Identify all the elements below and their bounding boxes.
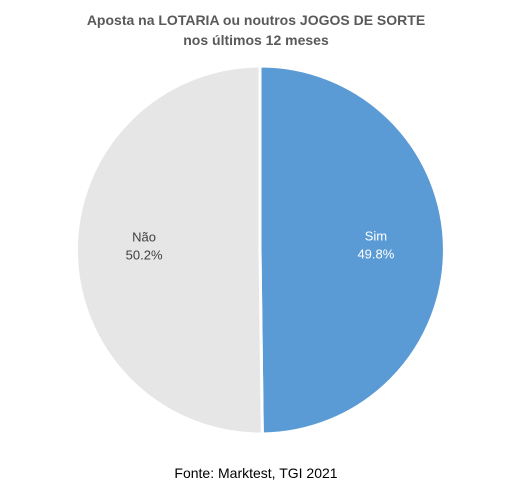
slice-label-nao: Não [132,230,156,245]
slice-label-sim: Sim [365,228,387,243]
chart-title-line1: Aposta na LOTARIA ou noutros JOGOS DE SO… [86,12,426,28]
chart-title: Aposta na LOTARIA ou noutros JOGOS DE SO… [0,10,512,50]
slice-value-nao: 50.2% [126,248,163,263]
pie-slices [74,64,446,436]
chart-subtitle: nos últimos 12 meses [183,32,329,48]
pie-slice-nao [74,64,264,436]
pie-slice-sim [258,64,446,436]
slice-value-sim: 49.8% [357,246,394,261]
pie-labels: Sim 49.8% Não 50.2% [126,228,395,262]
source-note: Fonte: Marktest, TGI 2021 [174,465,338,481]
